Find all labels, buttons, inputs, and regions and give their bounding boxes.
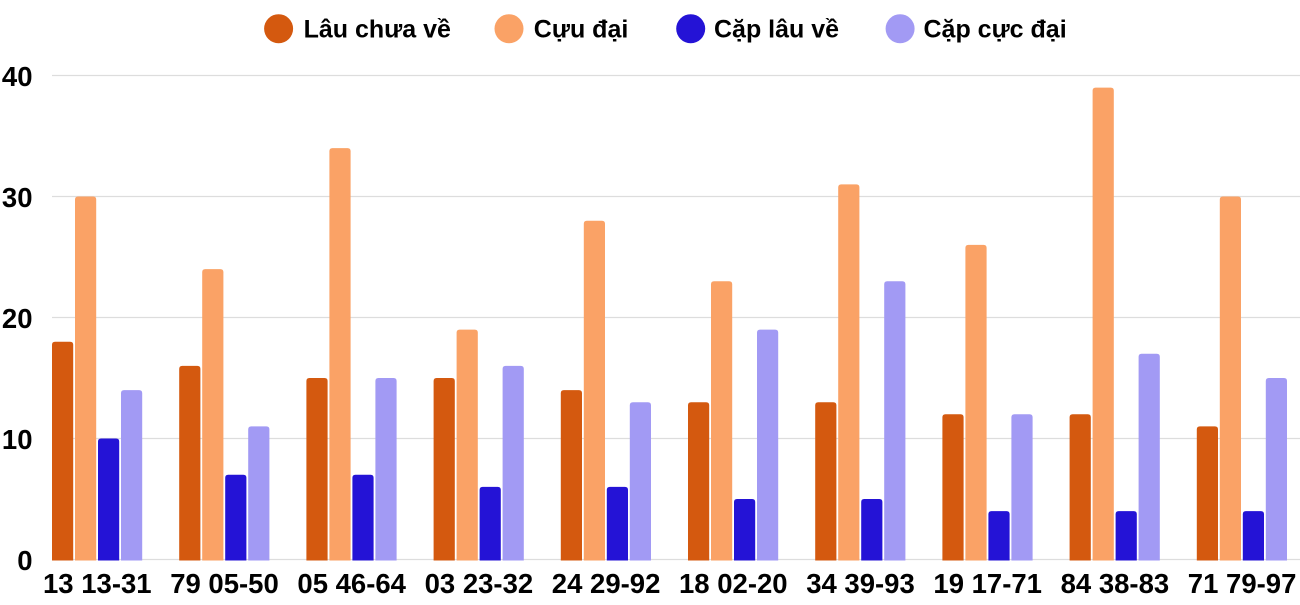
svg-text:84 38-83: 84 38-83 <box>1061 568 1170 599</box>
svg-text:79 05-50: 79 05-50 <box>170 568 279 599</box>
svg-text:71 79-97: 71 79-97 <box>1188 568 1297 599</box>
svg-text:Cặp lâu về: Cặp lâu về <box>714 15 839 43</box>
svg-text:34 39-93: 34 39-93 <box>806 568 915 599</box>
svg-text:Cựu đại: Cựu đại <box>534 15 629 43</box>
svg-text:30: 30 <box>2 182 33 213</box>
svg-text:20: 20 <box>2 303 33 334</box>
svg-text:40: 40 <box>2 61 33 92</box>
svg-text:18 02-20: 18 02-20 <box>679 568 788 599</box>
svg-text:19 17-71: 19 17-71 <box>933 568 1042 599</box>
svg-text:03 23-32: 03 23-32 <box>425 568 534 599</box>
svg-text:13 13-31: 13 13-31 <box>43 568 152 599</box>
svg-text:05 46-64: 05 46-64 <box>297 568 406 599</box>
svg-text:Cặp cực đại: Cặp cực đại <box>924 15 1067 43</box>
svg-text:10: 10 <box>2 424 33 455</box>
svg-text:Lâu chưa về: Lâu chưa về <box>304 15 451 43</box>
svg-text:0: 0 <box>17 545 32 576</box>
svg-text:24 29-92: 24 29-92 <box>552 568 661 599</box>
